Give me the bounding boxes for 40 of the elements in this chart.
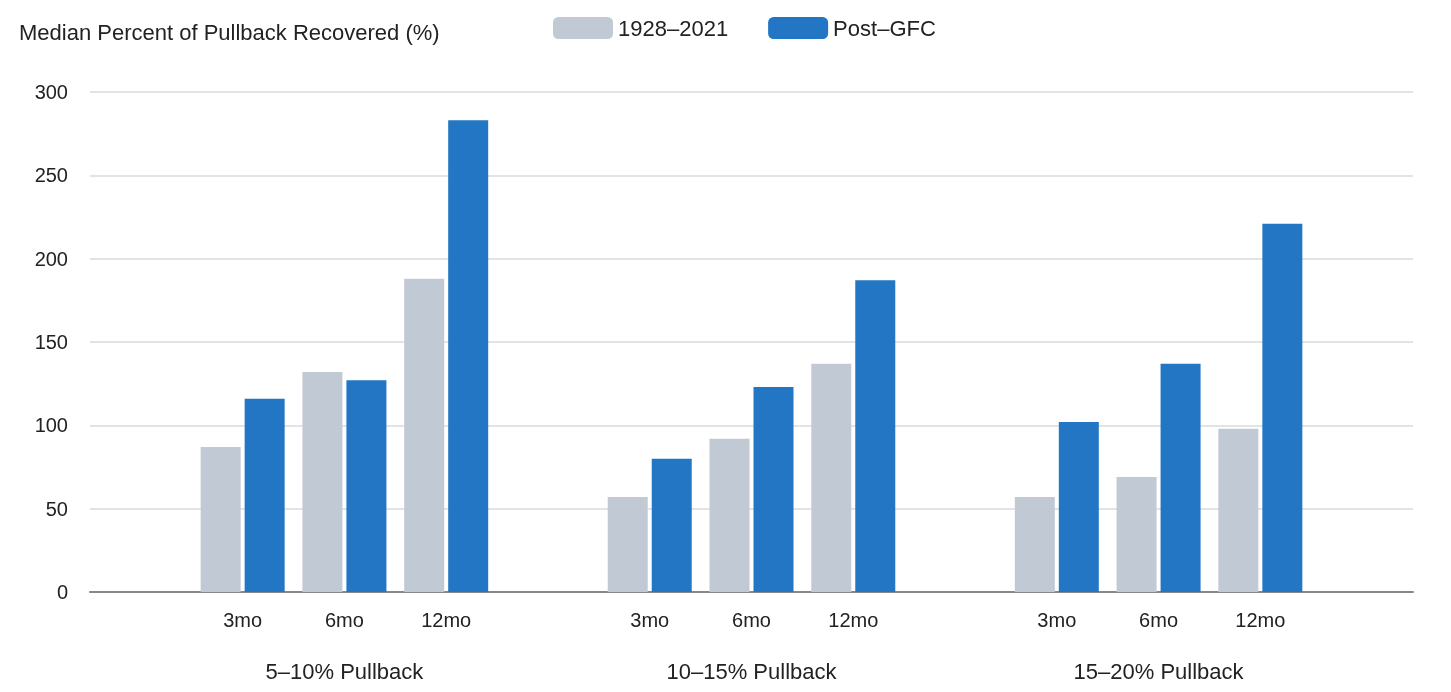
- x-tick-label: 3mo: [630, 609, 670, 631]
- x-tick-label: 3mo: [1037, 609, 1077, 631]
- bar: [651, 458, 692, 592]
- y-tick-label: 0: [56, 581, 68, 603]
- y-axis-title: Median Percent of Pullback Recovered (%): [19, 19, 440, 45]
- bar: [448, 120, 489, 592]
- y-tick-label: 100: [34, 414, 68, 437]
- x-tick-label: 6mo: [324, 609, 364, 631]
- bar: [1116, 477, 1157, 592]
- x-tick-label: 6mo: [1139, 609, 1179, 631]
- bar: [855, 280, 896, 592]
- legend-label: 1928–2021: [618, 15, 729, 41]
- text: 15–20% Pullback: [1073, 658, 1245, 684]
- text: 5–10% Pullback: [265, 658, 425, 684]
- y-tick-label: 250: [34, 164, 68, 187]
- x-tick-label: 12mo: [1235, 609, 1286, 631]
- y-tick-label: 150: [34, 331, 68, 353]
- bar: [709, 438, 750, 592]
- bar: [811, 363, 852, 592]
- legend-label: Post–GFC: [833, 15, 936, 41]
- bar: [607, 497, 648, 592]
- text: 10–15% Pullback: [666, 658, 838, 684]
- bar: [753, 387, 794, 592]
- x-tick-label: 12mo: [828, 609, 879, 631]
- y-tick-label: 300: [34, 81, 68, 103]
- bar: [200, 447, 241, 592]
- x-tick-label: 3mo: [223, 609, 263, 631]
- bar: [1218, 428, 1259, 592]
- bar: [302, 372, 343, 592]
- y-tick-label: 200: [34, 247, 68, 270]
- bar: [346, 380, 387, 592]
- bar: [404, 278, 445, 592]
- bar: [1058, 422, 1099, 592]
- bar: [1262, 223, 1303, 592]
- bar: [1014, 497, 1055, 592]
- bar: [1160, 363, 1201, 592]
- bar: [244, 398, 285, 592]
- y-tick-label: 50: [45, 497, 68, 520]
- x-tick-label: 12mo: [421, 609, 472, 631]
- x-tick-label: 6mo: [732, 609, 771, 631]
